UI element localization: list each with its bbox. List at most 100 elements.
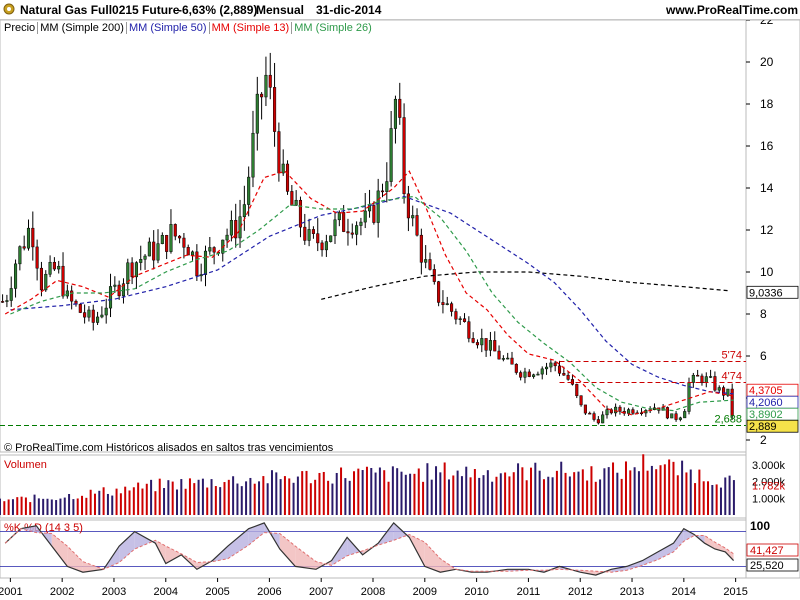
volume-bar: [491, 481, 494, 515]
volume-bar: [89, 489, 92, 515]
x-tick-label: 2014: [672, 586, 696, 598]
candle-down: [152, 241, 156, 261]
volume-bar: [115, 488, 118, 515]
volume-bar: [171, 481, 174, 515]
volume-tick-label: 2.000k: [752, 477, 786, 489]
volume-bar: [253, 483, 256, 515]
volume-bar: [245, 481, 248, 515]
volume-bar: [465, 466, 468, 515]
legend-price[interactable]: Precio: [2, 22, 39, 34]
candle-down: [562, 373, 566, 376]
ma26-line: [10, 195, 734, 412]
legend-ma13[interactable]: MM (Simple 13): [209, 22, 293, 34]
volume-bar: [655, 469, 658, 515]
candle-up: [108, 286, 113, 309]
site-label[interactable]: www.ProRealTime.com: [666, 3, 799, 17]
candle-down: [380, 190, 385, 193]
price-tick-label: 2: [760, 433, 767, 447]
stoch-fill: [295, 546, 317, 570]
volume-bar: [689, 469, 692, 515]
volume-bar: [724, 477, 727, 515]
candle-down: [39, 267, 43, 291]
volume-bar: [335, 472, 338, 515]
candle-down: [631, 409, 635, 414]
volume-bar: [413, 473, 416, 515]
volume-bar: [270, 470, 273, 515]
volume-bar: [210, 479, 213, 515]
volume-bar: [124, 486, 127, 515]
candle-down: [91, 309, 95, 323]
candle-down: [579, 395, 583, 406]
volume-bar: [33, 494, 36, 515]
volume-bar: [72, 499, 75, 515]
volume-bar: [650, 465, 653, 515]
candle-up: [385, 181, 389, 192]
volume-bar: [98, 490, 101, 515]
volume-bar: [564, 472, 567, 515]
candle-down: [316, 233, 320, 244]
volume-bar: [76, 498, 79, 515]
volume-bar: [370, 468, 373, 515]
stoch-title: %K %D (14 3 5): [4, 522, 83, 534]
volume-bar: [517, 463, 520, 515]
stoch-fill: [331, 537, 348, 566]
stoch-fill: [134, 531, 156, 549]
volume-bar: [530, 467, 533, 515]
candle-up: [48, 261, 52, 275]
candle-down: [674, 413, 678, 420]
volume-bar: [219, 487, 222, 515]
volume-bar: [612, 462, 615, 515]
candle-up: [203, 250, 208, 275]
volume-bar: [340, 467, 343, 515]
candle-down: [402, 117, 406, 195]
candle-down: [471, 338, 475, 343]
stoch-fill: [20, 525, 37, 533]
volume-bar: [314, 479, 317, 515]
candle-up: [691, 374, 695, 383]
stoch-fill: [248, 522, 265, 546]
volume-bar: [223, 482, 226, 515]
legend-ma50[interactable]: MM (Simple 50): [126, 22, 210, 34]
volume-bar: [555, 470, 558, 515]
volume-bar: [728, 475, 731, 515]
volume-bar: [383, 470, 386, 515]
volume-bar: [676, 475, 679, 515]
volume-bar: [681, 460, 684, 515]
candle-down: [467, 321, 471, 339]
settings-icon[interactable]: [2, 2, 16, 16]
candle-up: [199, 274, 203, 277]
value-tag-label: 4,2060: [749, 397, 783, 409]
price-panel: [0, 19, 747, 453]
price-tick-label: 12: [760, 223, 774, 237]
candle-down: [178, 235, 182, 239]
volume-bar: [357, 468, 360, 515]
price-change: -6,63% (2,889): [178, 3, 258, 17]
volume-bar: [633, 467, 636, 515]
stoch-fill: [657, 543, 674, 560]
candle-up: [100, 314, 104, 318]
candle-up: [251, 132, 255, 178]
x-tick-label: 2009: [413, 586, 437, 598]
x-tick-label: 2011: [517, 586, 541, 598]
candle-up: [13, 263, 18, 289]
candle-up: [709, 376, 713, 378]
candle-up: [238, 216, 242, 239]
stoch-fill: [673, 528, 684, 552]
legend-ma26[interactable]: MM (Simple 26): [294, 22, 372, 34]
volume-bar: [150, 479, 153, 515]
stoch-fill: [279, 533, 296, 567]
price-tick-label: 20: [760, 55, 774, 69]
candle-up: [333, 219, 337, 237]
volume-bar: [586, 480, 589, 515]
volume-bar: [85, 497, 88, 515]
candle-up: [411, 215, 415, 219]
candle-up: [9, 288, 13, 301]
candle-down: [665, 407, 669, 419]
legend-ma200[interactable]: MM (Simple 200): [38, 22, 127, 34]
x-tick-label: 2010: [464, 586, 488, 598]
volume-bar: [301, 471, 304, 515]
stoch-d-tag: [746, 543, 799, 557]
volume-title: Volumen: [4, 459, 47, 471]
x-tick-label: 2007: [309, 586, 333, 598]
